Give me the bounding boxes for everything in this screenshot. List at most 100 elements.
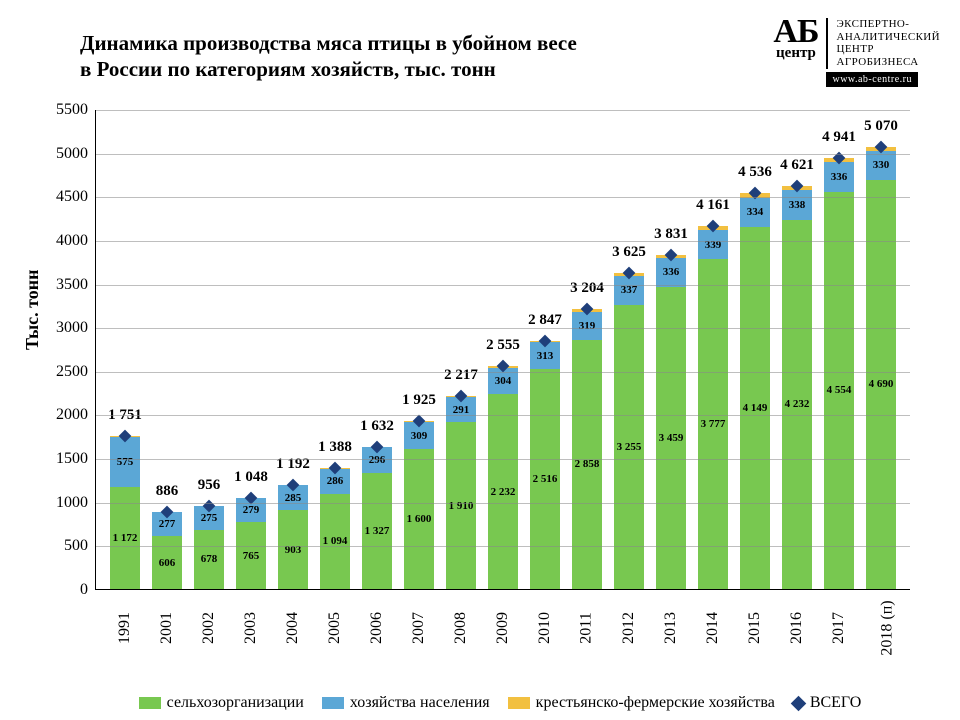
legend-marker-total bbox=[791, 695, 807, 711]
chart-title: Динамика производства мяса птицы в убойн… bbox=[80, 30, 640, 83]
total-label: 4 161 bbox=[696, 197, 730, 214]
bar-slot: 2 8583193 2042011 bbox=[566, 110, 608, 589]
y-axis-label: Тыс. тонн bbox=[22, 270, 43, 351]
bar-stack: 3 459336 bbox=[656, 255, 686, 589]
legend-swatch-farm bbox=[508, 697, 530, 709]
bar-slot: 9032851 1922004 bbox=[272, 110, 314, 589]
gridline bbox=[96, 459, 910, 460]
x-tick-label: 2014 bbox=[692, 589, 734, 607]
total-label: 2 847 bbox=[528, 312, 562, 329]
legend-item-agri-org: сельхозорганизации bbox=[139, 694, 304, 712]
bar-stack: 2 232304 bbox=[488, 366, 518, 589]
y-tick-label: 5000 bbox=[56, 145, 96, 163]
total-label: 1 925 bbox=[402, 392, 436, 409]
segment-household: 338 bbox=[782, 190, 812, 219]
segment-agri-org: 1 910 bbox=[446, 422, 476, 589]
legend-item-total: ВСЕГО bbox=[793, 694, 862, 712]
gridline bbox=[96, 110, 910, 111]
gridline bbox=[96, 285, 910, 286]
total-label: 2 217 bbox=[444, 367, 478, 384]
gridline bbox=[96, 241, 910, 242]
x-tick-label: 2013 bbox=[650, 589, 692, 607]
gridline bbox=[96, 197, 910, 198]
bar-slot: 2 2323042 5552009 bbox=[482, 110, 524, 589]
y-tick-label: 4500 bbox=[56, 188, 96, 206]
bar-slot: 1 6003091 9252007 bbox=[398, 110, 440, 589]
bar-stack: 1 094286 bbox=[320, 468, 350, 589]
bar-stack: 4 149334 bbox=[740, 193, 770, 589]
gridline bbox=[96, 415, 910, 416]
segment-household: 336 bbox=[824, 162, 854, 191]
bar-slot: 6062778862001 bbox=[146, 110, 188, 589]
gridline bbox=[96, 546, 910, 547]
y-tick-label: 500 bbox=[64, 537, 96, 555]
x-tick-label: 2012 bbox=[608, 589, 650, 607]
segment-agri-org: 606 bbox=[152, 536, 182, 589]
plot-area: 1 1725751 751199160627788620016782759562… bbox=[95, 110, 910, 590]
total-label: 2 555 bbox=[486, 337, 520, 354]
x-tick-label: 2006 bbox=[356, 589, 398, 607]
title-line-1: Динамика производства мяса птицы в убойн… bbox=[80, 31, 577, 55]
segment-agri-org: 678 bbox=[194, 530, 224, 589]
bar-stack: 3 777339 bbox=[698, 226, 728, 589]
segment-agri-org: 1 327 bbox=[362, 473, 392, 589]
total-label: 4 941 bbox=[822, 129, 856, 146]
gridline bbox=[96, 503, 910, 504]
bar-stack: 1 910291 bbox=[446, 396, 476, 589]
bar-stack: 765279 bbox=[236, 498, 266, 589]
y-tick-label: 2500 bbox=[56, 363, 96, 381]
segment-agri-org: 4 149 bbox=[740, 227, 770, 589]
logo: АБ центр ЭКСПЕРТНО- АНАЛИТИЧЕСКИЙ ЦЕНТР … bbox=[773, 18, 940, 87]
legend-label-household: хозяйства населения bbox=[350, 694, 490, 712]
bar-stack: 3 255337 bbox=[614, 273, 644, 589]
logo-ab-text: АБ bbox=[773, 18, 818, 47]
x-tick-label: 2011 bbox=[566, 589, 608, 607]
legend-swatch-household bbox=[322, 697, 344, 709]
bar-stack: 2 516313 bbox=[530, 341, 560, 589]
bar-slot: 6782759562002 bbox=[188, 110, 230, 589]
y-tick-label: 3000 bbox=[56, 319, 96, 337]
segment-household: 336 bbox=[656, 258, 686, 287]
y-tick-label: 2000 bbox=[56, 406, 96, 424]
segment-household: 334 bbox=[740, 198, 770, 227]
segment-household: 319 bbox=[572, 312, 602, 340]
y-tick-label: 0 bbox=[80, 581, 96, 599]
bar-slot: 7652791 0482003 bbox=[230, 110, 272, 589]
x-tick-label: 2008 bbox=[440, 589, 482, 607]
bar-stack: 4 554336 bbox=[824, 158, 854, 589]
y-tick-label: 1500 bbox=[56, 450, 96, 468]
segment-agri-org: 2 516 bbox=[530, 369, 560, 589]
bar-stack: 1 327296 bbox=[362, 447, 392, 589]
bar-slot: 1 1725751 7511991 bbox=[104, 110, 146, 589]
bar-slot: 4 6903305 0702018 (п) bbox=[860, 110, 902, 589]
total-label: 1 048 bbox=[234, 469, 268, 486]
logo-url: www.ab-centre.ru bbox=[826, 72, 918, 87]
y-tick-label: 4000 bbox=[56, 232, 96, 250]
legend-label-farm: крестьянско-фермерские хозяйства bbox=[536, 694, 775, 712]
bar-slot: 4 2323384 6212016 bbox=[776, 110, 818, 589]
bar-slot: 2 5163132 8472010 bbox=[524, 110, 566, 589]
bar-slot: 3 4593363 8312013 bbox=[650, 110, 692, 589]
total-label: 4 536 bbox=[738, 164, 772, 181]
bar-stack: 903285 bbox=[278, 485, 308, 589]
logo-center-text: центр bbox=[776, 47, 816, 60]
bar-slot: 4 5543364 9412017 bbox=[818, 110, 860, 589]
legend-item-household: хозяйства населения bbox=[322, 694, 490, 712]
x-tick-label: 2004 bbox=[272, 589, 314, 607]
x-tick-label: 2002 bbox=[188, 589, 230, 607]
segment-agri-org: 2 232 bbox=[488, 394, 518, 589]
bar-stack: 4 232338 bbox=[782, 186, 812, 589]
bar-stack: 4 690330 bbox=[866, 147, 896, 589]
x-tick-label: 2003 bbox=[230, 589, 272, 607]
segment-agri-org: 4 232 bbox=[782, 220, 812, 589]
segment-agri-org: 2 858 bbox=[572, 340, 602, 589]
legend-label-agri-org: сельхозорганизации bbox=[167, 694, 304, 712]
x-tick-label: 2007 bbox=[398, 589, 440, 607]
legend: сельхозорганизации хозяйства населения к… bbox=[60, 694, 940, 712]
legend-swatch-agri-org bbox=[139, 697, 161, 709]
total-label: 5 070 bbox=[864, 118, 898, 135]
bar-slot: 4 1493344 5362015 bbox=[734, 110, 776, 589]
x-tick-label: 2010 bbox=[524, 589, 566, 607]
x-tick-label: 2005 bbox=[314, 589, 356, 607]
bar-slot: 1 3272961 6322006 bbox=[356, 110, 398, 589]
